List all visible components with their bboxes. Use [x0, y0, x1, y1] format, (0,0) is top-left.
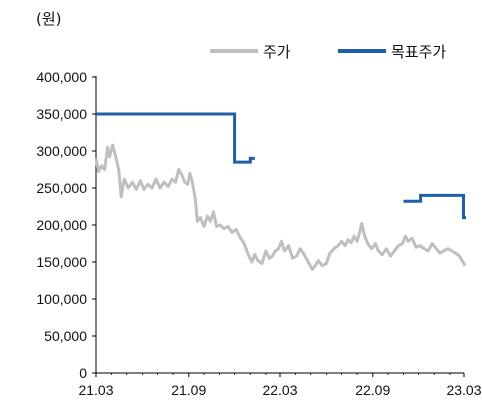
x-tick-label: 22.03	[262, 382, 297, 398]
legend-label-target-price: 목표주가	[391, 43, 446, 61]
y-tick-label: 100,000	[36, 291, 87, 307]
series-layer	[94, 112, 467, 271]
legend: 주가 목표주가	[210, 43, 446, 61]
x-tick-label: 22.09	[355, 382, 390, 398]
y-tick-label: 150,000	[36, 254, 87, 270]
legend-label-stock-price: 주가	[263, 43, 291, 61]
y-tick-label: 0	[79, 365, 87, 381]
y-tick-label: 350,000	[36, 106, 87, 122]
series-line-target-price	[96, 112, 255, 164]
y-tick-label: 300,000	[36, 143, 87, 159]
y-unit-label: (원)	[36, 10, 62, 28]
series-line-target-price	[403, 193, 466, 220]
y-tick-label: 50,000	[44, 328, 87, 344]
y-tick-label: 250,000	[36, 180, 87, 196]
x-tick-label: 21.03	[78, 382, 113, 398]
x-tick-label: 23.03	[446, 382, 481, 398]
series-line-stock-price	[94, 143, 467, 271]
x-tick-label: 21.09	[171, 382, 206, 398]
y-tick-label: 200,000	[36, 217, 87, 233]
axes: 0 50,000 100,000 150,000 200,000 250,000 300,0…	[36, 69, 481, 398]
y-tick-label: 400,000	[36, 69, 87, 85]
